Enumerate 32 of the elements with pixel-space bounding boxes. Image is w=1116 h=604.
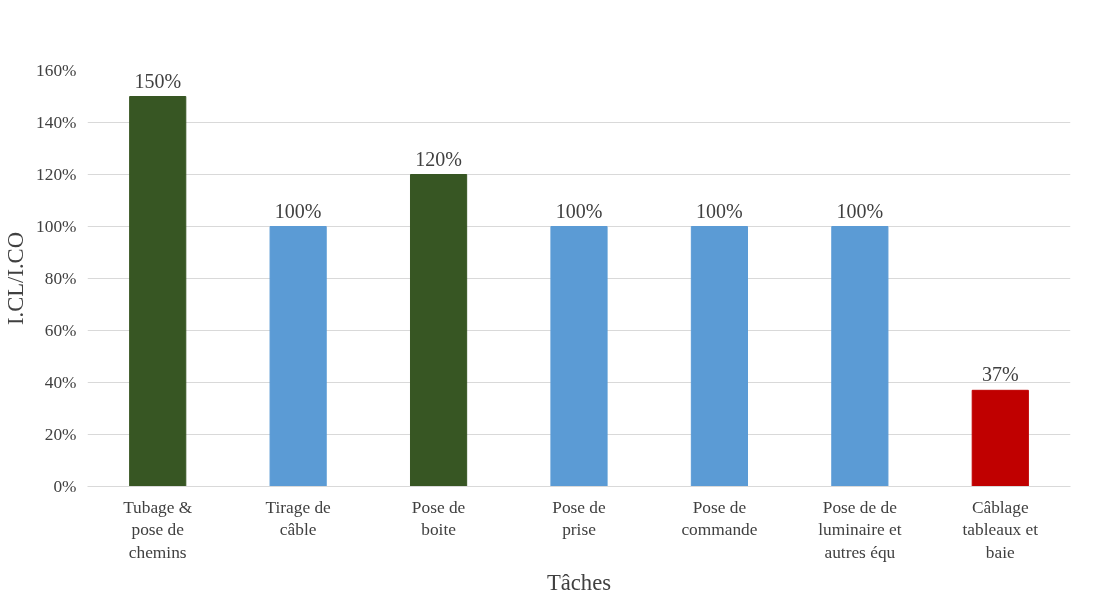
y-axis-title: I.CL/I.CO (3, 231, 29, 326)
data-label: 100% (274, 199, 322, 222)
y-tick-label: 100% (36, 217, 77, 236)
y-tick-label: 80% (44, 269, 77, 288)
bar (971, 389, 1029, 487)
x-tick-label: Pose de commande (681, 497, 758, 540)
data-label: 120% (415, 147, 462, 170)
y-tick-label: 140% (36, 113, 77, 132)
x-tick-label: Tubage & pose de chemins (123, 497, 193, 563)
y-tick-label: 20% (44, 425, 77, 444)
x-axis-title: Tâches (546, 570, 612, 596)
y-tick-label: 120% (36, 165, 77, 184)
data-label: 100% (696, 199, 743, 222)
bar (129, 96, 187, 487)
x-tick-label: Tirage de câble (265, 497, 332, 540)
y-tick-label: 160% (36, 61, 77, 80)
y-tick-label: 40% (44, 373, 77, 392)
data-label: 100% (836, 199, 884, 222)
x-tick-label: Pose de prise (552, 497, 607, 540)
bar (550, 226, 608, 487)
x-tick-label: Pose de boite (411, 497, 466, 540)
data-label: 37% (981, 363, 1019, 386)
data-label: 100% (555, 199, 603, 222)
y-tick-label: 0% (53, 477, 77, 496)
data-label: 150% (134, 69, 182, 92)
bar (269, 226, 327, 487)
x-tick-label: Câblage tableaux et baie (962, 497, 1039, 563)
bar (690, 226, 749, 487)
x-tick-label: Pose de de luminaire et autres équ (818, 497, 902, 563)
bar (831, 226, 889, 487)
y-tick-label: 60% (44, 321, 77, 340)
bar (409, 174, 468, 487)
